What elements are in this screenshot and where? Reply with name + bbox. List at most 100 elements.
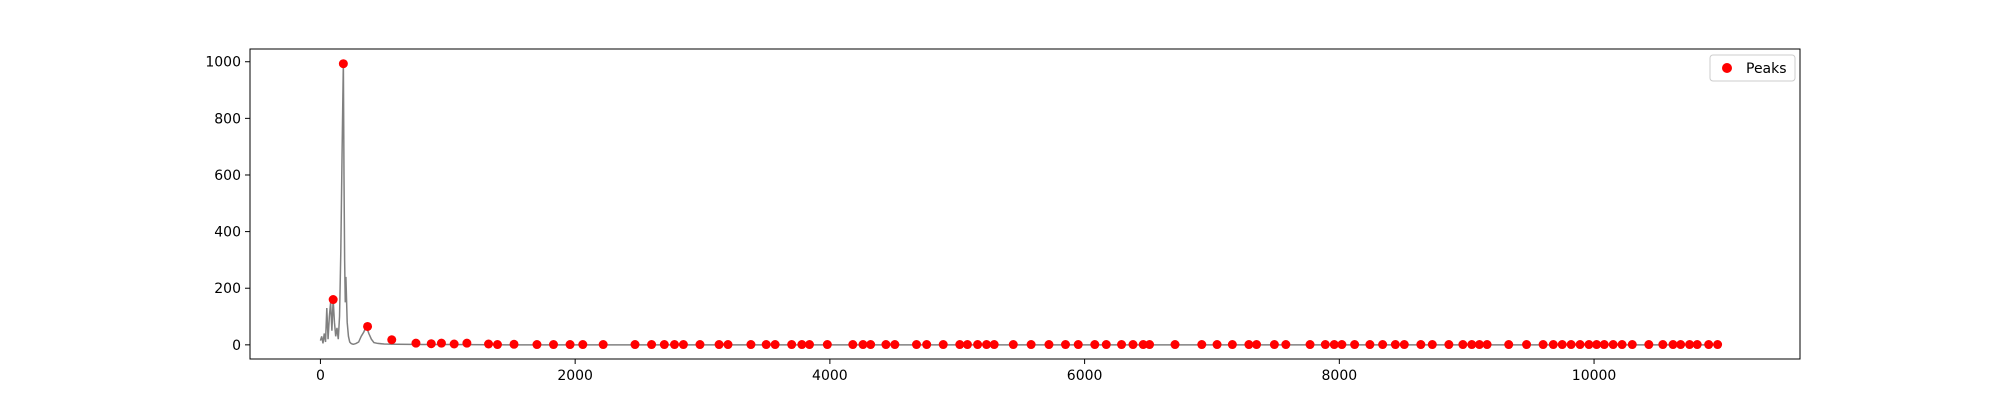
peak-point	[805, 340, 814, 350]
peak-point	[1575, 340, 1585, 350]
peak-point	[1617, 340, 1627, 350]
peak-point	[714, 340, 724, 350]
x-tick-label: 6000	[1067, 368, 1103, 384]
peak-point	[1305, 340, 1315, 350]
peak-point	[989, 340, 999, 350]
peak-point	[1538, 340, 1548, 350]
peak-point	[1658, 340, 1668, 350]
peak-point	[723, 340, 733, 350]
peak-point	[973, 340, 983, 350]
peak-point	[1320, 340, 1330, 350]
peak-point	[363, 321, 373, 331]
peak-point	[955, 340, 965, 350]
y-tick-label: 1000	[205, 55, 241, 71]
peak-point	[1227, 340, 1237, 350]
peak-point	[1627, 340, 1637, 350]
peak-point	[1073, 340, 1083, 350]
peak-point	[1138, 340, 1148, 350]
peak-point	[1044, 340, 1054, 350]
peak-point	[449, 339, 459, 349]
y-tick-label: 600	[214, 168, 241, 184]
peak-point	[1244, 340, 1254, 350]
peak-point	[1008, 340, 1018, 350]
x-tick-label: 0	[316, 368, 325, 384]
peak-point	[1329, 340, 1339, 350]
peak-point	[549, 340, 558, 350]
peak-point	[484, 339, 494, 349]
peak-point	[1608, 340, 1618, 350]
peak-point	[1197, 340, 1207, 350]
peak-point	[1676, 340, 1686, 350]
legend-box	[1709, 54, 1796, 82]
peak-point	[436, 338, 446, 348]
peak-point	[962, 340, 972, 350]
peak-point	[1704, 340, 1714, 350]
peak-point	[858, 340, 868, 350]
peak-point	[647, 340, 657, 350]
peak-point	[1584, 340, 1594, 350]
peak-point	[822, 340, 832, 350]
peak-point	[492, 340, 502, 350]
peak-point	[678, 340, 688, 350]
peak-point	[848, 340, 858, 350]
peak-point	[1557, 340, 1567, 350]
x-tick-label: 4000	[812, 368, 848, 384]
peak-point	[890, 340, 900, 350]
y-tick-label: 800	[214, 111, 241, 127]
peak-point	[1365, 340, 1375, 350]
peak-point	[1458, 340, 1468, 350]
peak-point	[1592, 340, 1602, 350]
peak-point	[922, 340, 932, 350]
peak-point	[578, 340, 588, 350]
peak-point	[770, 340, 780, 350]
x-axis: 0 2000 4000 6000 8000 10000	[316, 359, 1616, 384]
plot-area	[249, 48, 1801, 360]
peak-point	[1061, 340, 1070, 350]
peak-point	[1668, 340, 1678, 350]
peak-point	[387, 335, 397, 345]
x-tick-label: 10000	[1572, 368, 1617, 384]
peak-point	[797, 340, 807, 350]
y-tick-label: 400	[214, 225, 241, 241]
x-tick-label: 2000	[557, 368, 593, 384]
peak-point	[426, 339, 436, 349]
peak-point	[1504, 340, 1514, 350]
peak-point	[866, 340, 876, 350]
peak-point	[328, 295, 338, 305]
peak-point	[761, 340, 771, 350]
peak-point	[881, 340, 891, 350]
peak-point	[1390, 340, 1400, 350]
peak-point	[1378, 340, 1388, 350]
peak-point	[1692, 340, 1702, 350]
peak-point	[746, 340, 756, 350]
y-tick-label: 200	[214, 281, 241, 297]
peak-point	[1026, 340, 1036, 350]
peak-point	[911, 340, 921, 350]
peak-point	[1350, 340, 1360, 350]
peak-point	[1399, 340, 1409, 350]
legend: Peaks	[1709, 54, 1796, 82]
peak-point	[1170, 340, 1180, 350]
x-tick-label: 8000	[1322, 368, 1358, 384]
peak-point	[1474, 340, 1484, 350]
peak-point	[1117, 340, 1127, 350]
peak-point	[1566, 340, 1576, 350]
peak-point	[659, 340, 669, 350]
y-axis: 0 200 400 600 800 1000	[205, 55, 250, 354]
peak-point	[1101, 340, 1111, 350]
peak-point	[1212, 340, 1222, 350]
peak-point	[1416, 340, 1426, 350]
peak-point	[670, 340, 679, 350]
peak-point	[1337, 340, 1347, 350]
peak-point	[1281, 340, 1291, 350]
peak-point	[1713, 340, 1723, 350]
peak-point	[1522, 340, 1532, 350]
peak-point	[1482, 340, 1492, 350]
peak-point	[1644, 340, 1654, 350]
peak-point	[565, 340, 575, 350]
peak-point	[695, 340, 705, 350]
peak-point	[532, 340, 542, 350]
peak-point	[630, 340, 640, 350]
